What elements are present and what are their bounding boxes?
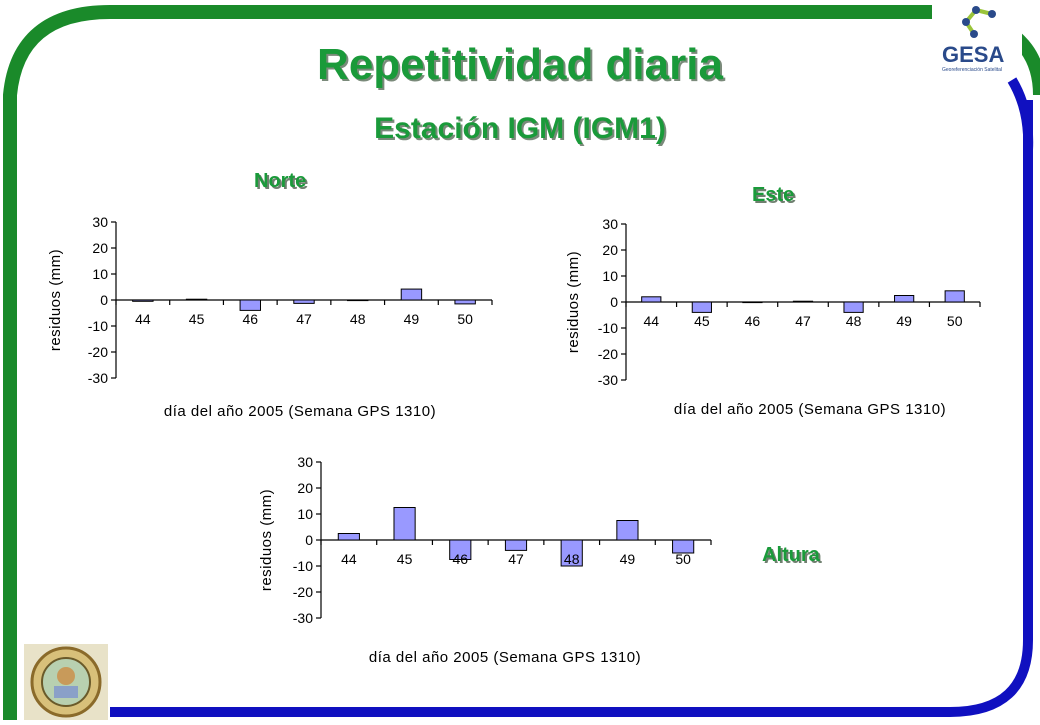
y-tick-label: 0 [305,532,313,548]
page-subtitle: Estación IGM (IGM1) [374,112,666,145]
x-tick-label: 50 [457,311,473,327]
bar [337,533,360,541]
y-tick-label: 0 [610,294,618,310]
y-tick-label: -30 [598,372,618,388]
x-tick-label: 48 [564,551,580,567]
y-tick-label: 10 [297,506,313,522]
y-axis-label: residuos (mm) [258,489,275,591]
bar [843,301,864,313]
x-axis-label: día del año 2005 (Semana GPS 1310) [674,401,946,418]
x-tick-label: 49 [620,551,636,567]
bar [449,539,472,560]
bar [691,301,712,313]
bar [393,507,416,541]
x-tick-label: 50 [947,313,963,329]
bar [400,288,423,301]
bar [454,299,476,305]
chart-altura: 30 20 10 0 -10 -20 -30 44 45 46 47 48 49 50 día del añ… [258,454,712,666]
x-tick-label: 49 [896,313,912,329]
y-tick-label: 20 [602,242,618,258]
logo-tagline: Georeferenciación Satelital [942,67,1002,73]
y-tick-label: 10 [92,266,108,282]
y-axis-label: residuos (mm) [565,251,582,353]
x-tick-label: 46 [242,311,258,327]
chart-norte: 30 20 10 0 -10 -20 -30 44 45 46 47 48 49 50 día del añ… [47,214,493,420]
bar [792,300,814,303]
bar [293,299,315,304]
university-seal-icon [24,644,108,720]
y-tick-label: 20 [297,480,313,496]
x-tick-label: 50 [675,551,691,567]
norte-label: Norte [254,170,307,192]
x-tick-label: 44 [643,313,659,329]
x-tick-label: 46 [745,313,761,329]
x-tick-label: 47 [508,551,524,567]
este-label: Este [752,184,795,206]
y-tick-label: 10 [602,268,618,284]
x-tick-label: 49 [404,311,420,327]
bar [132,299,154,302]
x-tick-label: 48 [350,311,366,327]
bar [239,299,261,311]
x-axis-label: día del año 2005 (Semana GPS 1310) [164,403,436,420]
y-tick-label: 0 [100,292,108,308]
x-tick-label: 45 [397,551,413,567]
x-tick-label: 48 [846,313,862,329]
network-icon: GESA Georeferenciación Satelital [942,6,1004,73]
y-tick-label: 30 [92,214,108,230]
y-tick-label: 30 [297,454,313,470]
y-tick-label: -20 [88,344,108,360]
x-tick-label: 44 [135,311,151,327]
bar [560,539,583,567]
chart-este: 30 20 10 0 -10 -20 -30 44 45 46 47 48 49 50 día del añ… [565,216,981,418]
bar [616,520,639,541]
y-tick-label: -10 [293,558,313,574]
gesa-logo: GESA Georeferenciación Satelital [932,0,1022,76]
bar [742,301,763,304]
x-tick-label: 47 [296,311,312,327]
y-tick-label: -30 [88,370,108,386]
bar [641,296,662,303]
x-tick-label: 45 [189,311,205,327]
x-tick-label: 44 [341,551,357,567]
y-tick-label: -30 [293,610,313,626]
y-axis-label: residuos (mm) [47,249,64,351]
x-tick-label: 45 [694,313,710,329]
x-tick-label: 47 [795,313,811,329]
y-tick-label: -20 [293,584,313,600]
y-tick-label: -10 [598,320,618,336]
bar [504,539,528,551]
bar [672,539,695,554]
bar [894,295,915,303]
y-tick-label: -10 [88,318,108,334]
x-tick-label: 46 [452,551,468,567]
y-tick-label: 20 [92,240,108,256]
altura-label: Altura [762,544,820,566]
y-tick-label: -20 [598,346,618,362]
bar [944,290,965,303]
bar [185,298,208,301]
x-axis-label: día del año 2005 (Semana GPS 1310) [369,649,641,666]
logo-text: GESA [942,42,1004,67]
bar [347,299,369,302]
y-tick-label: 30 [602,216,618,232]
page-title: Repetitividad diaria [317,40,723,89]
